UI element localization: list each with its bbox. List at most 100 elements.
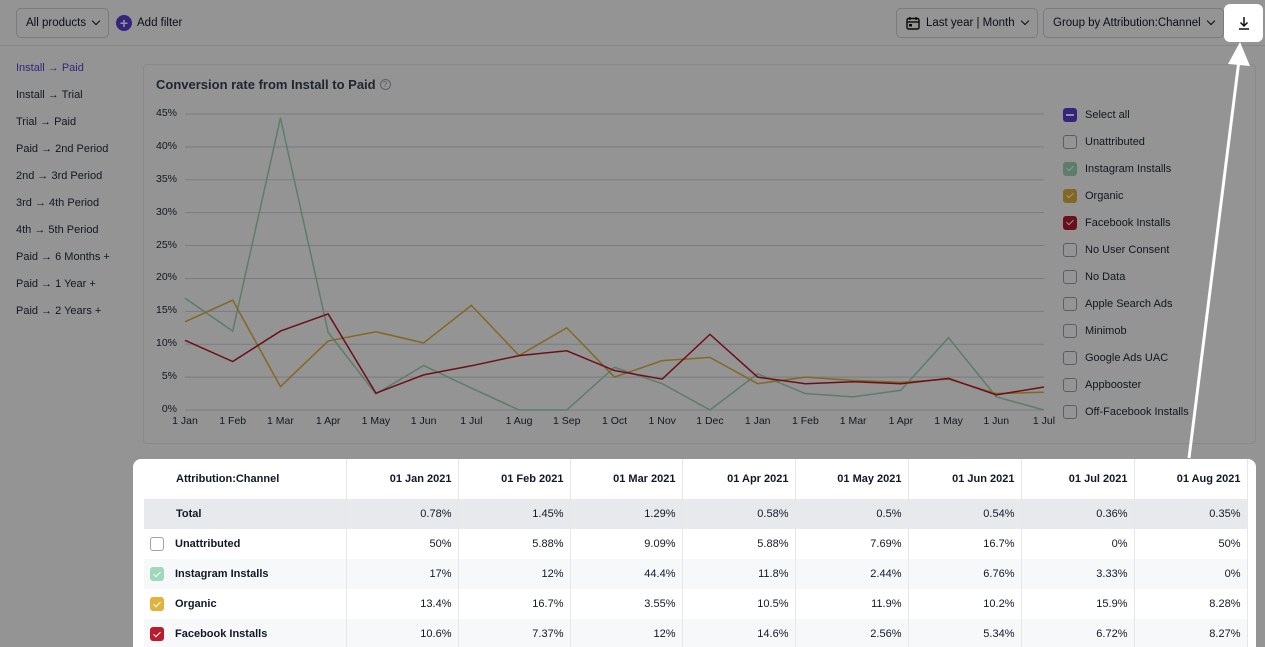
sidebar-item[interactable]: Paid → 1 Year + — [16, 278, 96, 290]
table-cell: 50% — [1134, 529, 1248, 559]
row-label: Facebook Installs — [175, 628, 268, 640]
series-line — [184, 299, 1045, 395]
column-header-date[interactable]: 01 Apr 2021 — [682, 459, 796, 499]
legend-item[interactable]: Facebook Installs — [1063, 209, 1189, 236]
x-tick-label: 1 Jan — [172, 415, 198, 427]
column-header-channel[interactable]: Attribution:Channel — [144, 459, 347, 499]
checkbox-empty-icon[interactable] — [150, 537, 164, 551]
sidebar-item[interactable]: Paid → 6 Months + — [16, 251, 110, 263]
table-cell: 5.88% — [682, 529, 796, 559]
checkbox-checked-icon[interactable] — [1063, 188, 1077, 203]
table-total-row: Total 0.78% 1.45% 1.29% 0.58% 0.5% 0.54% 0.36% 0… — [144, 499, 1248, 529]
checkbox-checked-icon[interactable] — [1063, 215, 1077, 230]
x-tick-label: 1 Sep — [553, 415, 581, 427]
sidebar-item[interactable]: 4th → 5th Period — [16, 224, 99, 236]
x-tick-label: 1 Jun — [410, 415, 437, 427]
add-filter-label: Add filter — [137, 17, 183, 29]
checkbox-checked-icon[interactable] — [1063, 161, 1077, 176]
y-tick-label: 30% — [155, 205, 177, 218]
sidebar-item[interactable]: Install → Trial — [16, 89, 83, 101]
sidebar-item[interactable]: Paid → 2 Years + — [16, 305, 102, 317]
metric-sidebar: Install → Paid Install → Trial Trial → Pai… — [16, 62, 141, 332]
checkbox-empty-icon[interactable] — [1063, 377, 1077, 392]
chart-title-text: Conversion rate from Install to Paid — [156, 77, 376, 92]
column-header-date[interactable]: 01 Jan 2021 — [346, 459, 459, 499]
checkbox-empty-icon[interactable] — [1063, 296, 1077, 311]
table-cell: 16.7% — [458, 589, 571, 619]
sidebar-item[interactable]: Install → Paid — [16, 62, 84, 74]
checkbox-checked-icon[interactable] — [150, 627, 164, 641]
legend-item[interactable]: No User Consent — [1063, 236, 1189, 263]
legend-item[interactable]: Instagram Installs — [1063, 155, 1189, 182]
y-tick-label: 10% — [155, 337, 177, 350]
chart-title: Conversion rate from Install to Paid ? — [156, 77, 391, 92]
legend-label: Facebook Installs — [1085, 216, 1171, 229]
checkbox-empty-icon[interactable] — [1063, 269, 1077, 284]
checkbox-empty-icon[interactable] — [1063, 134, 1077, 149]
products-dropdown[interactable]: All products — [16, 8, 110, 38]
checkbox-indeterminate-icon[interactable] — [1063, 107, 1077, 122]
group-by-label: Group by Attribution:Channel — [1053, 17, 1201, 29]
table-cell: 17% — [346, 559, 459, 589]
legend-item[interactable]: Off-Facebook Installs — [1063, 398, 1189, 425]
legend-item[interactable]: Unattributed — [1063, 128, 1189, 155]
legend-label: Apple Search Ads — [1085, 297, 1173, 310]
legend-item[interactable]: Google Ads UAC — [1063, 344, 1189, 371]
legend-item[interactable]: Minimob — [1063, 317, 1189, 344]
x-tick-label: 1 Jul — [1032, 415, 1056, 427]
column-header-date[interactable]: 01 Feb 2021 — [458, 459, 571, 499]
table-cell: 8.28% — [1134, 589, 1248, 619]
table-cell: 12% — [570, 619, 683, 647]
column-header-date[interactable]: 01 Jun 2021 — [908, 459, 1022, 499]
date-range-dropdown[interactable]: Last year | Month — [896, 8, 1038, 38]
checkbox-checked-icon[interactable] — [150, 597, 164, 611]
checkbox-empty-icon[interactable] — [1063, 242, 1077, 257]
y-tick-label: 0% — [161, 403, 177, 415]
x-tick-label: 1 May — [361, 415, 391, 427]
legend-label: Google Ads UAC — [1085, 351, 1169, 364]
table-cell: 14.6% — [682, 619, 796, 647]
chart-legend: Select all Unattributed Instagram Installs… — [1063, 101, 1189, 425]
legend-item[interactable]: Select all — [1063, 101, 1189, 128]
table-cell: 5.88% — [458, 529, 571, 559]
table-cell: 8.27% — [1134, 619, 1248, 647]
checkbox-empty-icon[interactable] — [1063, 404, 1077, 419]
x-tick-label: 1 Oct — [601, 415, 628, 427]
column-header-date[interactable]: 01 Jul 2021 — [1021, 459, 1135, 499]
sidebar-item[interactable]: 2nd → 3rd Period — [16, 170, 103, 182]
checkbox-empty-icon[interactable] — [1063, 323, 1077, 338]
x-tick-label: 1 Jul — [460, 415, 483, 427]
sidebar-item[interactable]: 3rd → 4th Period — [16, 197, 100, 209]
help-icon[interactable]: ? — [379, 79, 391, 90]
x-tick-label: 1 Dec — [696, 415, 724, 427]
add-filter-button[interactable]: + Add filter — [116, 15, 182, 31]
legend-item[interactable]: Apple Search Ads — [1063, 290, 1189, 317]
column-header-date[interactable]: 01 Mar 2021 — [570, 459, 683, 499]
legend-item[interactable]: No Data — [1063, 263, 1189, 290]
sidebar-item[interactable]: Paid → 2nd Period — [16, 143, 109, 155]
table-cell: 2.56% — [795, 619, 909, 647]
table-cell: 11.8% — [682, 559, 796, 589]
sidebar-item[interactable]: Trial → Paid — [16, 116, 77, 128]
checkbox-checked-icon[interactable] — [150, 567, 164, 581]
download-icon — [1238, 17, 1249, 30]
table-cell: 10.6% — [346, 619, 459, 647]
legend-label: Instagram Installs — [1085, 162, 1172, 175]
column-header-date[interactable]: 01 May 2021 — [795, 459, 909, 499]
table-cell: 0.36% — [1021, 499, 1135, 529]
legend-item[interactable]: Appbooster — [1063, 371, 1189, 398]
y-tick-label: 40% — [155, 139, 177, 152]
group-by-dropdown[interactable]: Group by Attribution:Channel — [1043, 8, 1224, 38]
download-button[interactable] — [1224, 4, 1263, 42]
table-cell: 7.37% — [458, 619, 571, 647]
x-tick-label: 1 Jan — [744, 415, 771, 427]
data-table: Attribution:Channel 01 Jan 2021 01 Feb 202… — [144, 459, 1248, 647]
legend-item[interactable]: Organic — [1063, 182, 1189, 209]
table-row: Instagram Installs 17% 12% 44.4% 11.8% 2.44% 6… — [144, 559, 1248, 589]
table-cell: 44.4% — [570, 559, 683, 589]
table-row: Facebook Installs 10.6% 7.37% 12% 14.6% 2.56%… — [144, 619, 1248, 647]
checkbox-empty-icon[interactable] — [1063, 350, 1077, 365]
table-cell: 0% — [1021, 529, 1135, 559]
column-header-date[interactable]: 01 Aug 2021 — [1134, 459, 1248, 499]
